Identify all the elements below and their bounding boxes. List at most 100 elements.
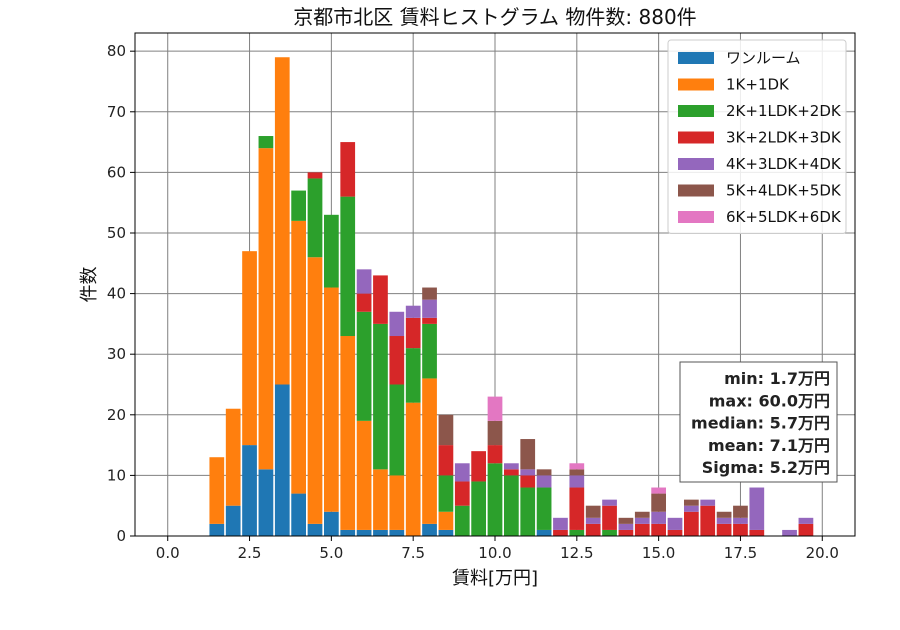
legend-swatch <box>678 78 714 91</box>
bar-segment <box>684 499 699 506</box>
bar-segment <box>422 323 437 379</box>
bar-segment <box>340 196 356 337</box>
legend-swatch <box>678 52 714 64</box>
bar-segment <box>700 499 716 506</box>
bar-segment <box>782 529 797 536</box>
y-tick-label: 40 <box>107 285 126 303</box>
bar-segment <box>651 511 666 524</box>
bar-segment <box>684 511 699 536</box>
bar-segment <box>585 505 601 518</box>
bar-segment <box>356 420 372 530</box>
bar-segment <box>356 293 372 312</box>
bar-segment <box>438 475 454 512</box>
legend-swatch <box>678 211 714 223</box>
bar-segment <box>569 487 585 530</box>
bar-segment <box>307 178 323 258</box>
bar-segment <box>487 396 503 421</box>
bar-segment <box>389 475 405 530</box>
bar-segment <box>569 469 585 476</box>
bar-segment <box>504 469 519 476</box>
y-tick-label: 0 <box>116 527 126 545</box>
bar-segment <box>487 445 503 464</box>
x-tick-label: 0.0 <box>156 544 180 562</box>
bar-segment <box>798 517 814 524</box>
bar-segment <box>356 529 372 536</box>
bar-segment <box>667 529 683 536</box>
legend-label: 6K+5LDK+6DK <box>726 208 842 226</box>
bar-segment <box>504 475 519 536</box>
bar-segment <box>536 469 552 476</box>
stats-median: median: 5.7万円 <box>691 414 830 433</box>
bar-segment <box>324 511 339 536</box>
y-tick-label: 20 <box>107 406 126 424</box>
bar-segment <box>716 523 732 536</box>
bar-segment <box>520 475 536 488</box>
y-tick-label: 50 <box>107 224 126 242</box>
bar-segment <box>536 475 552 488</box>
stats-max: max: 60.0万円 <box>709 391 830 410</box>
bar-segment <box>716 517 732 524</box>
bar-segment <box>471 481 486 536</box>
bar-segment <box>242 445 257 536</box>
bar-segment <box>242 251 257 446</box>
bar-segment <box>602 529 617 536</box>
bar-segment <box>454 481 470 506</box>
bar-segment <box>536 529 552 536</box>
legend-label: 4K+3LDK+4DK <box>726 155 842 173</box>
bar-segment <box>438 511 454 530</box>
legend: ワンルーム 1K+1DK 2K+1LDK+2DK 3K+2LDK+3DK 4K+3LDK… <box>667 39 847 234</box>
bar-segment <box>700 505 716 536</box>
bar-segment <box>602 499 617 506</box>
bar-segment <box>716 511 732 518</box>
bar-segment <box>733 523 748 536</box>
x-tick-label: 17.5 <box>724 544 757 562</box>
bar-segment <box>553 529 568 536</box>
bar-segment <box>749 487 765 530</box>
stats-sigma: Sigma: 5.2万円 <box>702 458 830 477</box>
bar-segment <box>225 408 241 506</box>
bar-segment <box>536 487 552 530</box>
bar-segment <box>733 505 748 518</box>
bar-segment <box>520 439 536 470</box>
legend-label: ワンルーム <box>726 49 801 67</box>
legend-swatch <box>678 131 714 144</box>
stats-min: min: 1.7万円 <box>724 369 830 388</box>
bar-segment <box>667 517 683 530</box>
stats-box: min: 1.7万円 max: 60.0万円 median: 5.7万円 mean: … <box>679 361 838 483</box>
bar-segment <box>618 517 634 524</box>
bar-segment <box>389 384 405 476</box>
bar-segment <box>209 457 225 524</box>
bar-segment <box>504 463 519 470</box>
bar-segment <box>405 402 421 536</box>
bar-segment <box>798 523 814 536</box>
legend-label: 1K+1DK <box>726 76 790 94</box>
x-tick-label: 7.5 <box>401 544 425 562</box>
bar-segment <box>602 505 617 530</box>
bar-segment <box>291 190 306 221</box>
bar-segment <box>618 529 634 536</box>
bar-segment <box>422 299 437 318</box>
y-axis-ticks: 0 10 20 30 40 50 60 70 80 <box>107 42 135 545</box>
bar-segment <box>389 311 405 337</box>
bar-segment <box>520 487 536 536</box>
bar-segment <box>749 529 765 536</box>
bar-segment <box>422 317 437 324</box>
bar-segment <box>634 511 650 518</box>
bar-segment <box>651 487 666 494</box>
bar-segment <box>373 323 388 470</box>
bar-segment <box>258 469 274 536</box>
bar-segment <box>422 378 437 524</box>
bar-segment <box>340 142 356 197</box>
bar-segment <box>651 493 666 512</box>
x-tick-label: 20.0 <box>806 544 839 562</box>
y-tick-label: 10 <box>107 466 126 484</box>
bar-segment <box>438 529 454 536</box>
legend-swatch <box>678 105 714 117</box>
bar-segment <box>585 517 601 524</box>
bar-segment <box>389 336 405 385</box>
bar-segment <box>340 529 356 536</box>
bar-segment <box>618 523 634 530</box>
bar-segment <box>454 463 470 482</box>
x-tick-label: 12.5 <box>560 544 593 562</box>
bar-segment <box>487 420 503 446</box>
